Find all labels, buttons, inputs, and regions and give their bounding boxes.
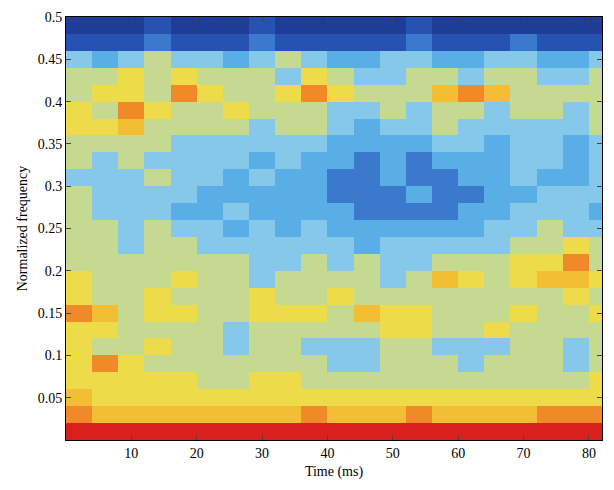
svg-text:60: 60	[451, 446, 465, 461]
svg-text:20: 20	[190, 446, 204, 461]
svg-text:80: 80	[582, 446, 596, 461]
svg-text:0.25: 0.25	[38, 221, 63, 236]
svg-text:Normalized frequency: Normalized frequency	[15, 166, 30, 292]
svg-text:30: 30	[255, 446, 269, 461]
svg-text:0.05: 0.05	[38, 391, 63, 406]
svg-text:0.4: 0.4	[45, 95, 63, 110]
svg-text:0.1: 0.1	[45, 348, 63, 363]
svg-text:0.3: 0.3	[45, 179, 63, 194]
svg-text:0.45: 0.45	[38, 52, 63, 67]
svg-text:Time (ms): Time (ms)	[305, 464, 364, 480]
svg-text:50: 50	[386, 446, 400, 461]
svg-text:0.35: 0.35	[38, 137, 63, 152]
svg-text:0.5: 0.5	[45, 10, 63, 25]
svg-text:70: 70	[517, 446, 531, 461]
svg-text:40: 40	[320, 446, 334, 461]
svg-text:0.15: 0.15	[38, 306, 63, 321]
svg-text:10: 10	[124, 446, 138, 461]
svg-text:0.2: 0.2	[45, 264, 63, 279]
